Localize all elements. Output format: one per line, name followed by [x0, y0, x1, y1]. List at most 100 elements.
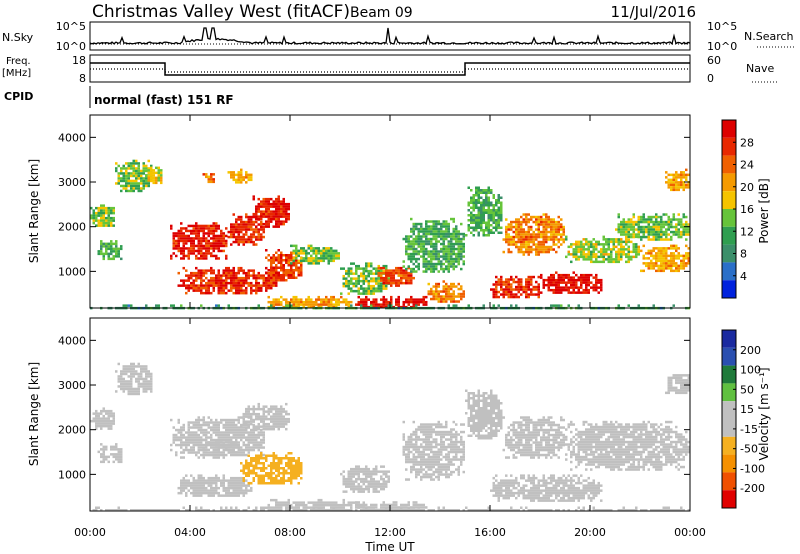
power-cell-20	[547, 245, 550, 249]
power-cell-19	[515, 288, 518, 291]
power-cell-7	[225, 279, 228, 282]
power-cell-4	[222, 234, 225, 238]
power-cell-19	[537, 295, 540, 299]
power-cell-8	[280, 261, 283, 264]
power-cell-23	[647, 225, 650, 229]
velocity-cell-7	[255, 454, 258, 457]
power-cell-9	[332, 252, 335, 255]
power-cell-0	[107, 206, 110, 210]
power-cell-6	[282, 212, 285, 216]
velocity-cell-1	[112, 455, 115, 459]
power-cell-16	[412, 267, 415, 271]
power-cell-20	[527, 240, 530, 244]
power-cell-22	[627, 258, 630, 261]
power-cell-5	[245, 230, 248, 234]
power-cell-11	[247, 176, 250, 179]
velocity-cell-4	[282, 420, 285, 423]
power-cell-9	[330, 252, 333, 255]
power-cell-12	[280, 300, 283, 304]
velocity-cell-5	[212, 446, 215, 449]
power-cell-1	[100, 252, 103, 256]
velocity-cell-6	[185, 474, 188, 477]
power-cell-24	[652, 249, 655, 253]
power-cell-18	[475, 219, 478, 222]
velocity-cell-3	[187, 436, 190, 439]
power-cell-6	[252, 197, 255, 201]
power-cell-7	[222, 274, 225, 277]
velocity-cell-3	[262, 431, 265, 434]
power-cell-7	[270, 276, 273, 280]
power-cell-20	[530, 250, 533, 254]
power-cell-19	[495, 295, 498, 299]
power-cell-14	[347, 267, 350, 270]
power-cell-18	[490, 216, 493, 219]
power-cell-4	[180, 234, 183, 238]
power-cell-14	[367, 289, 370, 293]
power-cell-14	[342, 267, 345, 270]
power-cell-26	[287, 304, 290, 307]
velocity-cell-1	[102, 460, 105, 464]
power-cell-18	[495, 211, 498, 214]
power-cell-5	[240, 223, 243, 226]
velocity-cell-3	[190, 438, 193, 442]
power-cell-20	[560, 238, 563, 241]
velocity-cell-4	[265, 405, 268, 408]
power-cell-9	[305, 249, 308, 253]
power-cell-4	[192, 239, 195, 243]
velocity-cell-0	[97, 422, 100, 425]
power-cell-0	[92, 219, 95, 222]
power-cell-12	[272, 303, 275, 306]
power-cell-16	[447, 270, 450, 273]
power-cell-22	[615, 255, 618, 259]
velocity-cell-3	[212, 438, 215, 442]
power-cell-16	[455, 225, 458, 228]
velocity-cell-3	[250, 431, 253, 434]
power-cell-16	[442, 230, 445, 233]
power-cell-12	[307, 303, 310, 306]
velocity-cell-6	[245, 479, 248, 482]
power-cell-17	[450, 287, 453, 291]
velocity-cell-3	[260, 446, 263, 449]
power-cell-19	[535, 280, 538, 284]
power-cell-16	[417, 267, 420, 271]
power-cell-4	[202, 237, 205, 240]
power-cell-4	[197, 224, 200, 228]
power-cell-6	[277, 212, 280, 216]
velocity-cell-6	[197, 476, 200, 480]
velocity-cell-4	[255, 425, 258, 428]
power-cell-0	[105, 211, 108, 215]
power-cell-4	[202, 227, 205, 230]
power-cell-16	[425, 230, 428, 233]
power-cell-7	[227, 266, 230, 270]
power-cell-6	[277, 225, 280, 228]
power-cell-18	[467, 201, 470, 204]
power-cell-6	[267, 205, 270, 208]
power-cell-22	[600, 248, 603, 251]
velocity-cell-1	[110, 453, 113, 456]
velocity-cell-7	[247, 472, 250, 475]
velocity-cell-0	[92, 419, 95, 423]
power-cell-23	[620, 220, 623, 224]
power-cell-4	[217, 234, 220, 238]
power-cell-16	[447, 262, 450, 266]
power-cell-16	[455, 242, 458, 246]
velocity-cell-6	[245, 489, 248, 492]
velocity-cell-3	[205, 423, 208, 427]
power-cell-16	[452, 245, 455, 248]
velocity-cell-3	[190, 441, 193, 444]
velocity-cell-3	[182, 436, 185, 439]
power-cell-16	[460, 252, 463, 256]
power-cell-8	[287, 254, 290, 257]
velocity-cell-7	[247, 474, 250, 477]
power-cell-23	[640, 228, 643, 231]
power-cell-23	[642, 215, 645, 219]
power-cell-19	[530, 278, 533, 281]
power-cell-8	[295, 266, 298, 269]
power-cell-4	[222, 249, 225, 253]
power-cell-6	[277, 210, 280, 213]
power-cell-22	[587, 255, 590, 259]
velocity-cell-3	[200, 443, 203, 447]
power-cell-0	[110, 224, 113, 227]
power-cell-23	[682, 230, 685, 234]
power-cell-24	[660, 267, 663, 270]
